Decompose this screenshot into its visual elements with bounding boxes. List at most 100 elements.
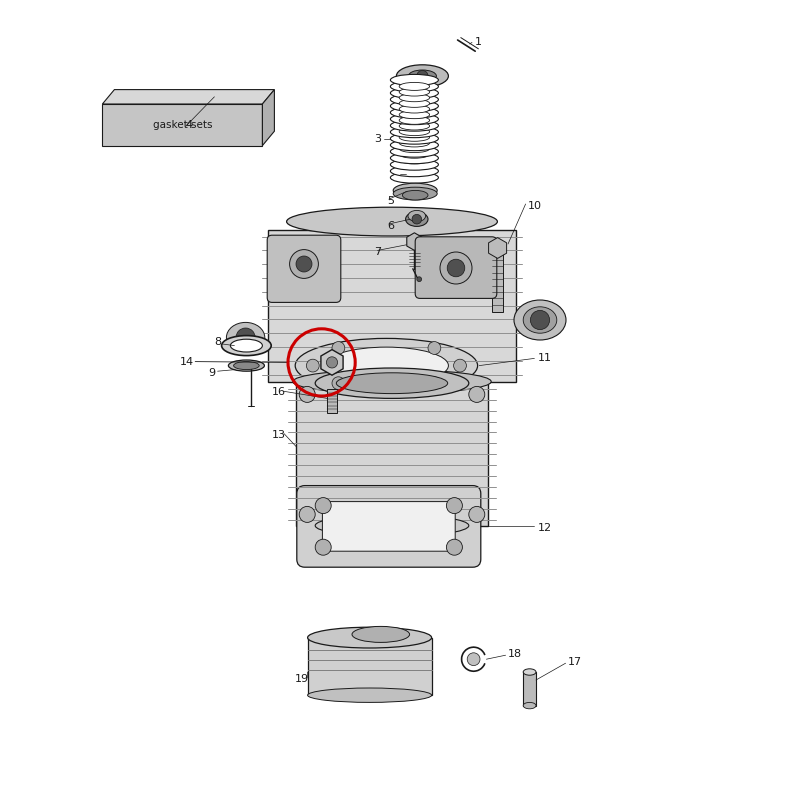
Text: gasket sets: gasket sets bbox=[153, 120, 212, 130]
Ellipse shape bbox=[390, 120, 438, 131]
Circle shape bbox=[290, 250, 318, 278]
Ellipse shape bbox=[315, 368, 469, 398]
Ellipse shape bbox=[394, 183, 437, 198]
Text: 14: 14 bbox=[180, 357, 194, 366]
Ellipse shape bbox=[229, 360, 264, 371]
FancyBboxPatch shape bbox=[267, 235, 341, 302]
Ellipse shape bbox=[399, 94, 430, 102]
Text: 6: 6 bbox=[387, 221, 394, 230]
Ellipse shape bbox=[399, 139, 430, 147]
Ellipse shape bbox=[399, 122, 430, 130]
Ellipse shape bbox=[399, 99, 430, 107]
Ellipse shape bbox=[523, 702, 536, 709]
Circle shape bbox=[332, 377, 345, 390]
Ellipse shape bbox=[390, 166, 438, 177]
Ellipse shape bbox=[399, 156, 430, 164]
Polygon shape bbox=[489, 238, 506, 258]
Bar bbox=[327, 389, 337, 413]
Text: 18: 18 bbox=[508, 649, 522, 658]
Text: 11: 11 bbox=[538, 354, 552, 363]
Text: 16: 16 bbox=[272, 387, 286, 397]
Ellipse shape bbox=[399, 128, 430, 136]
Ellipse shape bbox=[315, 514, 469, 537]
Ellipse shape bbox=[390, 81, 438, 92]
Bar bbox=[523, 672, 536, 706]
Circle shape bbox=[467, 653, 480, 666]
Text: 12: 12 bbox=[538, 523, 552, 533]
Circle shape bbox=[412, 214, 422, 224]
Circle shape bbox=[469, 386, 485, 402]
Circle shape bbox=[440, 252, 472, 284]
Text: 19: 19 bbox=[294, 674, 309, 684]
Circle shape bbox=[315, 539, 331, 555]
Ellipse shape bbox=[399, 162, 430, 170]
Ellipse shape bbox=[390, 153, 438, 164]
Ellipse shape bbox=[390, 139, 438, 150]
Text: 17: 17 bbox=[568, 657, 582, 666]
Text: 2: 2 bbox=[429, 77, 436, 86]
Ellipse shape bbox=[399, 167, 430, 175]
Ellipse shape bbox=[324, 347, 449, 384]
Ellipse shape bbox=[222, 336, 271, 355]
Ellipse shape bbox=[523, 669, 536, 675]
Bar bbox=[296, 383, 488, 526]
Circle shape bbox=[315, 498, 331, 514]
Text: 7: 7 bbox=[374, 247, 382, 257]
Ellipse shape bbox=[402, 190, 428, 200]
Ellipse shape bbox=[399, 145, 430, 153]
Bar bbox=[268, 230, 516, 382]
Ellipse shape bbox=[234, 362, 259, 370]
Ellipse shape bbox=[390, 133, 438, 144]
Ellipse shape bbox=[390, 146, 438, 157]
Ellipse shape bbox=[230, 339, 262, 352]
Circle shape bbox=[236, 328, 255, 347]
Ellipse shape bbox=[409, 70, 437, 82]
Polygon shape bbox=[321, 350, 343, 375]
Circle shape bbox=[428, 377, 441, 390]
Circle shape bbox=[299, 506, 315, 522]
Circle shape bbox=[417, 277, 422, 282]
Ellipse shape bbox=[394, 187, 437, 200]
Ellipse shape bbox=[399, 88, 430, 96]
Text: 5: 5 bbox=[387, 196, 394, 206]
Circle shape bbox=[446, 539, 462, 555]
Text: 4: 4 bbox=[186, 120, 193, 130]
Circle shape bbox=[417, 70, 428, 82]
Circle shape bbox=[299, 386, 315, 402]
Ellipse shape bbox=[399, 82, 430, 90]
Ellipse shape bbox=[399, 105, 430, 113]
Ellipse shape bbox=[399, 110, 430, 118]
Text: 1: 1 bbox=[474, 37, 482, 46]
Circle shape bbox=[306, 359, 319, 372]
Ellipse shape bbox=[399, 134, 430, 142]
Circle shape bbox=[332, 342, 345, 354]
Ellipse shape bbox=[390, 94, 438, 105]
Ellipse shape bbox=[226, 322, 265, 353]
Ellipse shape bbox=[523, 306, 557, 333]
Ellipse shape bbox=[286, 207, 498, 236]
Polygon shape bbox=[406, 233, 422, 250]
Ellipse shape bbox=[390, 159, 438, 170]
Circle shape bbox=[326, 357, 338, 368]
Ellipse shape bbox=[352, 626, 410, 642]
Ellipse shape bbox=[390, 87, 438, 98]
FancyBboxPatch shape bbox=[415, 237, 497, 298]
Text: 3: 3 bbox=[374, 134, 382, 144]
Text: 8: 8 bbox=[214, 338, 222, 347]
Ellipse shape bbox=[514, 300, 566, 340]
FancyBboxPatch shape bbox=[322, 502, 455, 551]
Polygon shape bbox=[262, 90, 274, 146]
Circle shape bbox=[469, 506, 485, 522]
Ellipse shape bbox=[408, 210, 426, 222]
Ellipse shape bbox=[390, 101, 438, 112]
Ellipse shape bbox=[295, 338, 478, 393]
Ellipse shape bbox=[308, 688, 432, 702]
FancyBboxPatch shape bbox=[297, 486, 481, 567]
Circle shape bbox=[454, 359, 466, 372]
Circle shape bbox=[296, 256, 312, 272]
Ellipse shape bbox=[308, 627, 432, 648]
Bar bbox=[102, 104, 262, 146]
Ellipse shape bbox=[390, 107, 438, 118]
Ellipse shape bbox=[390, 114, 438, 125]
Circle shape bbox=[428, 342, 441, 354]
